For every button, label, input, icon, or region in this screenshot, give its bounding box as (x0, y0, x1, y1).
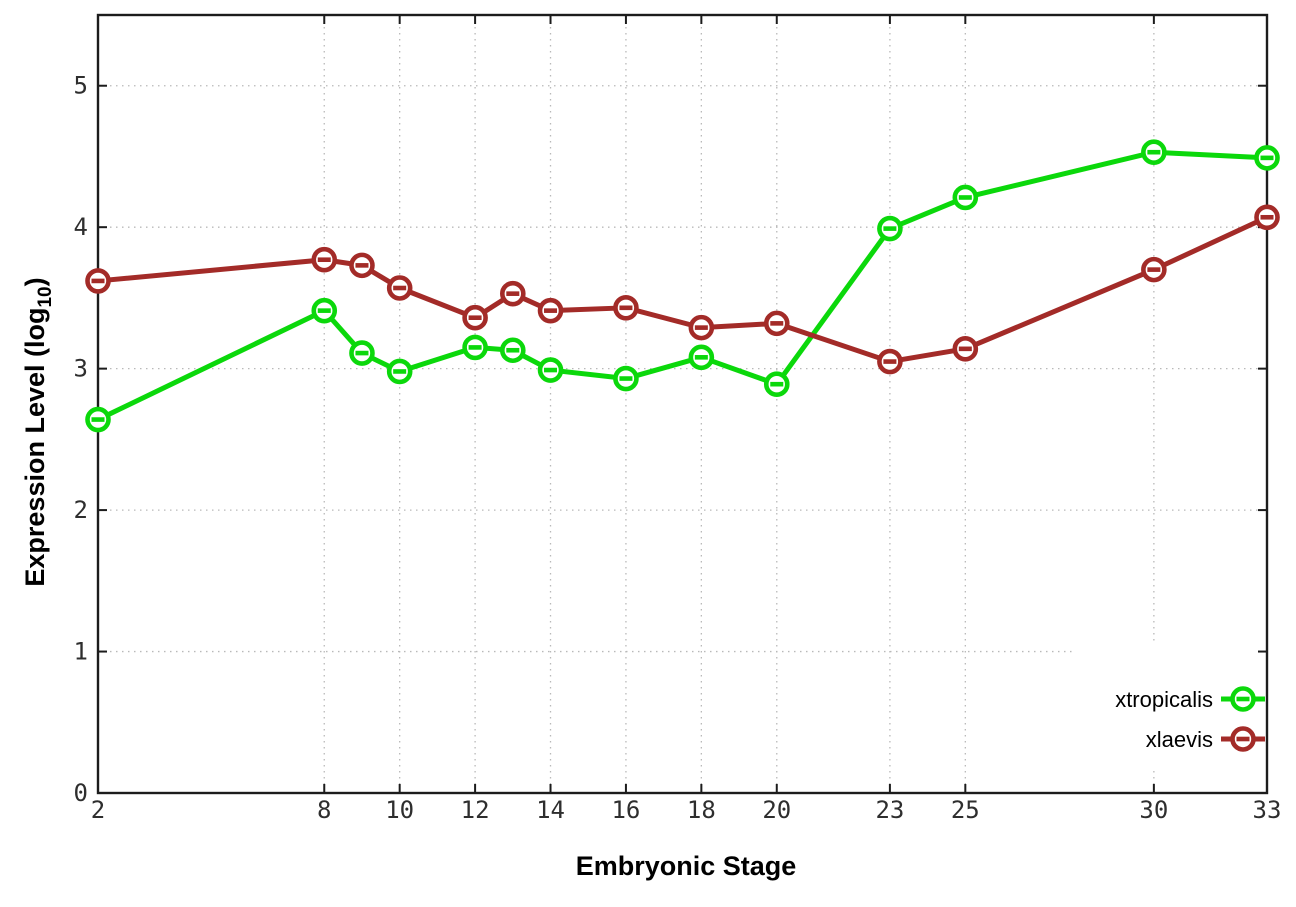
legend-label-xtropicalis: xtropicalis (1115, 687, 1213, 712)
x-axis-title: Embryonic Stage (576, 851, 797, 881)
y-tick-labels: 0 1 2 3 4 5 (74, 72, 88, 807)
tick-marks (97, 15, 1268, 794)
y-axis-title: Expression Level (log10) (20, 277, 56, 586)
y-tick-label: 5 (74, 72, 88, 100)
y-tick-label: 1 (74, 638, 88, 666)
legend: xtropicalis xlaevis (1115, 686, 1265, 752)
x-tick-label: 23 (875, 796, 904, 824)
x-tick-label: 10 (385, 796, 414, 824)
x-tick-label: 33 (1253, 796, 1282, 824)
legend-entry-xlaevis: xlaevis (1146, 726, 1265, 752)
series-xtropicalis (85, 139, 1280, 433)
x-tick-label: 20 (762, 796, 791, 824)
x-tick-label: 14 (536, 796, 565, 824)
x-tick-labels: 2 8 10 12 14 16 18 20 23 25 30 33 (91, 796, 1282, 824)
y-tick-label: 0 (74, 779, 88, 807)
x-tick-label: 18 (687, 796, 716, 824)
x-tick-label: 16 (611, 796, 640, 824)
x-tick-label: 2 (91, 796, 105, 824)
y-tick-label: 4 (74, 213, 88, 241)
x-tick-label: 30 (1139, 796, 1168, 824)
legend-entry-xtropicalis: xtropicalis (1115, 686, 1265, 712)
legend-label-xlaevis: xlaevis (1146, 727, 1213, 752)
y-tick-label: 2 (74, 496, 88, 524)
plot-border (96, 13, 1269, 795)
x-tick-label: 8 (317, 796, 331, 824)
y-tick-label: 3 (74, 355, 88, 383)
x-tick-label: 25 (951, 796, 980, 824)
x-tick-label: 12 (461, 796, 490, 824)
series-xlaevis (85, 204, 1280, 375)
